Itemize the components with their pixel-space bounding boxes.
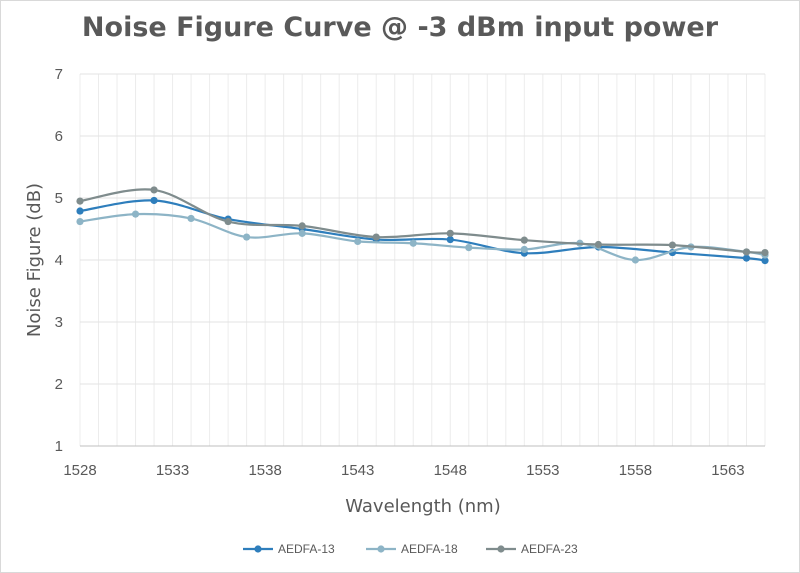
x-tick-label: 1558 (619, 462, 652, 479)
x-tick-label: 1528 (63, 462, 96, 479)
x-tick-label: 1533 (156, 462, 189, 479)
data-point (76, 197, 84, 205)
legend: AEDFA-13 AEDFA-18 AEDFA-23 (243, 542, 578, 556)
y-tick-label: 5 (55, 190, 63, 207)
data-point (446, 235, 454, 244)
data-point (409, 239, 417, 247)
y-axis-title: Noise Figure (dB) (24, 183, 45, 337)
data-point (150, 196, 158, 205)
data-point (224, 217, 232, 226)
data-point (187, 214, 195, 223)
data-point (520, 236, 528, 244)
x-tick-label: 1563 (711, 462, 744, 479)
legend-item: AEDFA-13 (243, 542, 335, 556)
y-tick-label: 7 (55, 66, 63, 83)
x-axis-title: Wavelength (nm) (345, 496, 501, 517)
legend-marker (497, 545, 505, 553)
data-point (594, 240, 602, 249)
legend-label: AEDFA-13 (278, 542, 335, 556)
data-point (446, 229, 454, 237)
data-point (243, 233, 251, 241)
series-layer (76, 186, 769, 265)
y-tick-label: 4 (55, 252, 63, 269)
x-tick-label: 1548 (434, 462, 467, 479)
y-tick-label: 6 (55, 128, 63, 145)
grid (79, 73, 766, 447)
x-tick-label: 1538 (248, 462, 281, 479)
data-point (131, 210, 140, 218)
data-point (76, 207, 84, 215)
data-point (372, 233, 380, 241)
y-tick-label: 3 (55, 314, 63, 331)
legend-label: AEDFA-23 (521, 542, 578, 556)
legend-item: AEDFA-18 (366, 542, 458, 556)
data-point (354, 237, 362, 245)
data-point (761, 248, 769, 257)
y-tick-label: 2 (55, 376, 63, 393)
series-line (79, 199, 766, 262)
legend-marker (377, 545, 385, 553)
data-point (76, 217, 84, 226)
tick-labels: 1528 1533 1538 1543 1548 1553 1558 1563 1 2 3 4 5 6 7 (55, 66, 745, 479)
y-tick-label: 1 (55, 438, 63, 455)
data-point (761, 257, 769, 265)
series-aedfa-23 (76, 186, 769, 257)
data-point (742, 254, 751, 262)
x-tick-label: 1553 (526, 462, 559, 479)
series-aedfa-18 (76, 210, 769, 264)
series-line (79, 212, 766, 262)
data-point (668, 241, 677, 249)
data-point (298, 222, 306, 230)
data-point (742, 248, 751, 256)
chart-title: Noise Figure Curve @ -3 dBm input power (81, 12, 719, 43)
legend-item: AEDFA-23 (486, 542, 578, 556)
data-point (298, 229, 306, 237)
data-point (465, 244, 473, 252)
data-point (520, 245, 528, 254)
data-point (631, 256, 640, 264)
legend-marker (254, 545, 262, 553)
legend-label: AEDFA-18 (401, 542, 458, 556)
data-point (150, 186, 158, 194)
x-tick-label: 1543 (341, 462, 374, 479)
